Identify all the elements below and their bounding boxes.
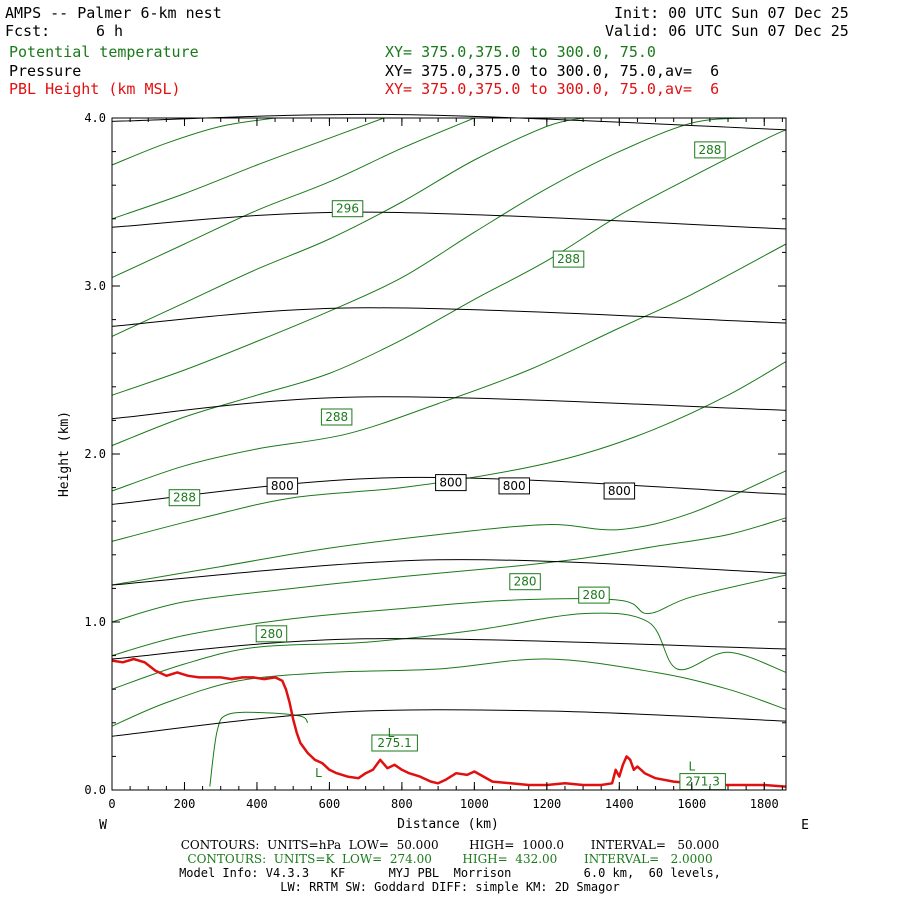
field-pbl-name: PBL Height (km MSL) — [9, 80, 181, 98]
theta-contour — [111, 117, 747, 396]
x-axis-label: Distance (km) — [397, 817, 499, 832]
west-label: W — [99, 818, 107, 833]
theta-contour — [111, 117, 475, 279]
y-tick-label: 2.0 — [84, 447, 106, 461]
pressure-contour-label: 800 — [503, 479, 526, 493]
theta-contour-label: 280 — [260, 627, 283, 641]
y-tick-label: 0.0 — [84, 783, 106, 797]
pressure-contour — [111, 559, 787, 586]
field-pbl-xy: XY= 375.0,375.0 to 300.0, 75.0,av= 6 — [385, 80, 720, 98]
theta-contour — [111, 470, 787, 586]
theta-contour-label-box — [255, 625, 288, 643]
pressure-contour-label-box — [435, 474, 467, 492]
y-tick-label: 1.0 — [84, 615, 106, 629]
y-tick-label: 4.0 — [84, 111, 106, 125]
x-tick-label: 1200 — [532, 797, 561, 811]
pressure-contour-label: 800 — [608, 484, 631, 498]
x-tick-label: 0 — [108, 797, 115, 811]
theta-contour — [111, 361, 787, 542]
pressure-contour — [111, 709, 787, 737]
theta-contour — [111, 517, 787, 623]
pressure-contour — [111, 638, 787, 660]
east-label: E — [801, 818, 809, 833]
theta-contour-info: CONTOURS: UNITS=K LOW= 274.00 HIGH= 432.… — [187, 852, 713, 866]
theta-contour-label: 288 — [557, 252, 580, 266]
theta-contour-label-box — [694, 141, 726, 159]
theta-contour — [111, 243, 787, 492]
x-tick-label: 1400 — [605, 797, 634, 811]
low-marker: L — [315, 766, 322, 780]
init-time: Init: 00 UTC Sun 07 Dec 25 — [614, 4, 849, 22]
x-tick-label: 600 — [319, 797, 341, 811]
field-theta-xy: XY= 375.0,375.0 to 300.0, 75.0 — [385, 43, 656, 61]
pressure-contour-label: 800 — [271, 479, 294, 493]
forecast-hours: 6 h — [96, 22, 124, 40]
theta-contour — [111, 129, 787, 447]
pressure-contour-label-box — [603, 482, 636, 500]
x-tick-label: 1000 — [460, 797, 489, 811]
theta-contour — [111, 117, 584, 337]
field-pressure-name: Pressure — [9, 62, 82, 80]
theta-contour-label-box — [331, 200, 364, 218]
y-axis-label: Height (km) — [57, 411, 72, 497]
physics-info: LW: RRTM SW: Goddard DIFF: simple KM: 2D… — [280, 880, 620, 894]
chart-title: AMPS -- Palmer 6-km nest — [5, 4, 222, 22]
x-tick-label: 200 — [174, 797, 196, 811]
theta-contour — [111, 612, 787, 690]
valid-time: Valid: 06 UTC Sun 07 Dec 25 — [605, 22, 849, 40]
y-tick-label: 3.0 — [84, 279, 106, 293]
pressure-contour-label-box — [266, 477, 299, 495]
pressure-contour-info: CONTOURS: UNITS=hPa LOW= 50.000 HIGH= 10… — [180, 838, 720, 852]
theta-contour — [111, 117, 276, 166]
theta-contour — [111, 574, 787, 657]
theta-contour-label-box — [552, 250, 585, 268]
theta-contour-label-box — [320, 408, 353, 426]
x-tick-label: 800 — [391, 797, 413, 811]
pbl-height-line — [111, 657, 787, 788]
theta-contour-label-box — [371, 734, 418, 752]
theta-contour-label-box — [168, 489, 201, 507]
pressure-contour-label-box — [498, 477, 530, 495]
theta-contour-label-box — [509, 573, 541, 591]
theta-contour — [111, 658, 787, 727]
pressure-contour — [111, 211, 787, 230]
x-tick-label: 1600 — [677, 797, 706, 811]
theta-contour-label: 288 — [173, 491, 196, 505]
theta-contour-label: 280 — [514, 575, 537, 589]
theta-contour — [209, 711, 309, 787]
pressure-contour — [111, 396, 787, 420]
x-tick-label: 1800 — [750, 797, 779, 811]
low-marker: L — [688, 760, 695, 774]
pressure-contour — [111, 113, 787, 131]
theta-contour-label: 288 — [698, 143, 721, 157]
field-pressure-xy: XY= 375.0,375.0 to 300.0, 75.0,av= 6 — [385, 62, 720, 80]
field-theta-name: Potential temperature — [9, 43, 199, 61]
pressure-contour-label: 800 — [439, 476, 462, 490]
theta-contour-label: 271.3 — [686, 775, 720, 789]
theta-contour — [111, 117, 384, 220]
theta-contour-label: 296 — [336, 202, 359, 216]
theta-contour-label-box — [578, 586, 610, 604]
model-info: Model Info: V4.3.3 KF MYJ PBL Morrison 6… — [179, 866, 721, 880]
theta-contour-label: 288 — [325, 410, 348, 424]
theta-contour-label: 280 — [582, 588, 605, 602]
pressure-contour — [111, 307, 787, 327]
forecast-label: Fcst: — [5, 22, 51, 40]
theta-contour-label: 275.1 — [377, 736, 411, 750]
x-tick-label: 400 — [246, 797, 268, 811]
low-marker: L — [388, 726, 395, 740]
